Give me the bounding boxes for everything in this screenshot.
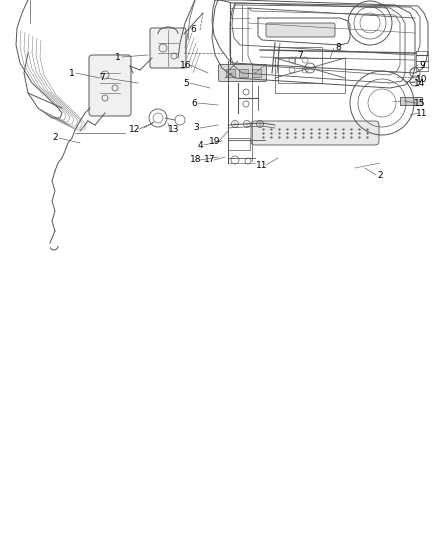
Text: 8: 8 bbox=[335, 44, 341, 52]
Text: 2: 2 bbox=[52, 133, 58, 142]
Text: 4: 4 bbox=[197, 141, 203, 149]
Text: 19: 19 bbox=[209, 136, 221, 146]
FancyBboxPatch shape bbox=[89, 55, 131, 116]
Text: 13: 13 bbox=[168, 125, 180, 134]
Text: 18: 18 bbox=[190, 156, 202, 165]
Text: 1: 1 bbox=[69, 69, 75, 77]
Text: 14: 14 bbox=[414, 78, 426, 87]
Text: 9: 9 bbox=[419, 61, 425, 69]
Text: 7: 7 bbox=[99, 74, 105, 83]
Text: 15: 15 bbox=[414, 99, 426, 108]
Bar bbox=[228, 138, 250, 150]
FancyBboxPatch shape bbox=[219, 64, 266, 82]
Text: 1: 1 bbox=[115, 52, 121, 61]
Bar bbox=[275, 58, 345, 93]
Text: 11: 11 bbox=[416, 109, 428, 117]
Bar bbox=[400, 97, 422, 105]
FancyBboxPatch shape bbox=[266, 23, 335, 37]
Bar bbox=[416, 51, 428, 71]
Text: 6: 6 bbox=[190, 26, 196, 35]
Bar bbox=[252, 69, 261, 77]
Text: 7: 7 bbox=[297, 52, 303, 61]
Text: 5: 5 bbox=[183, 78, 189, 87]
Text: 12: 12 bbox=[129, 125, 141, 133]
Text: 17: 17 bbox=[204, 156, 216, 165]
Text: 2: 2 bbox=[377, 171, 383, 180]
Bar bbox=[278, 47, 322, 83]
Text: 3: 3 bbox=[193, 124, 199, 133]
Text: 6: 6 bbox=[191, 99, 197, 108]
FancyBboxPatch shape bbox=[150, 28, 186, 68]
Text: 16: 16 bbox=[180, 61, 192, 69]
Text: 10: 10 bbox=[416, 76, 428, 85]
FancyBboxPatch shape bbox=[251, 121, 379, 145]
Bar bbox=[226, 69, 235, 77]
Text: 11: 11 bbox=[256, 160, 268, 169]
Bar bbox=[239, 69, 248, 77]
